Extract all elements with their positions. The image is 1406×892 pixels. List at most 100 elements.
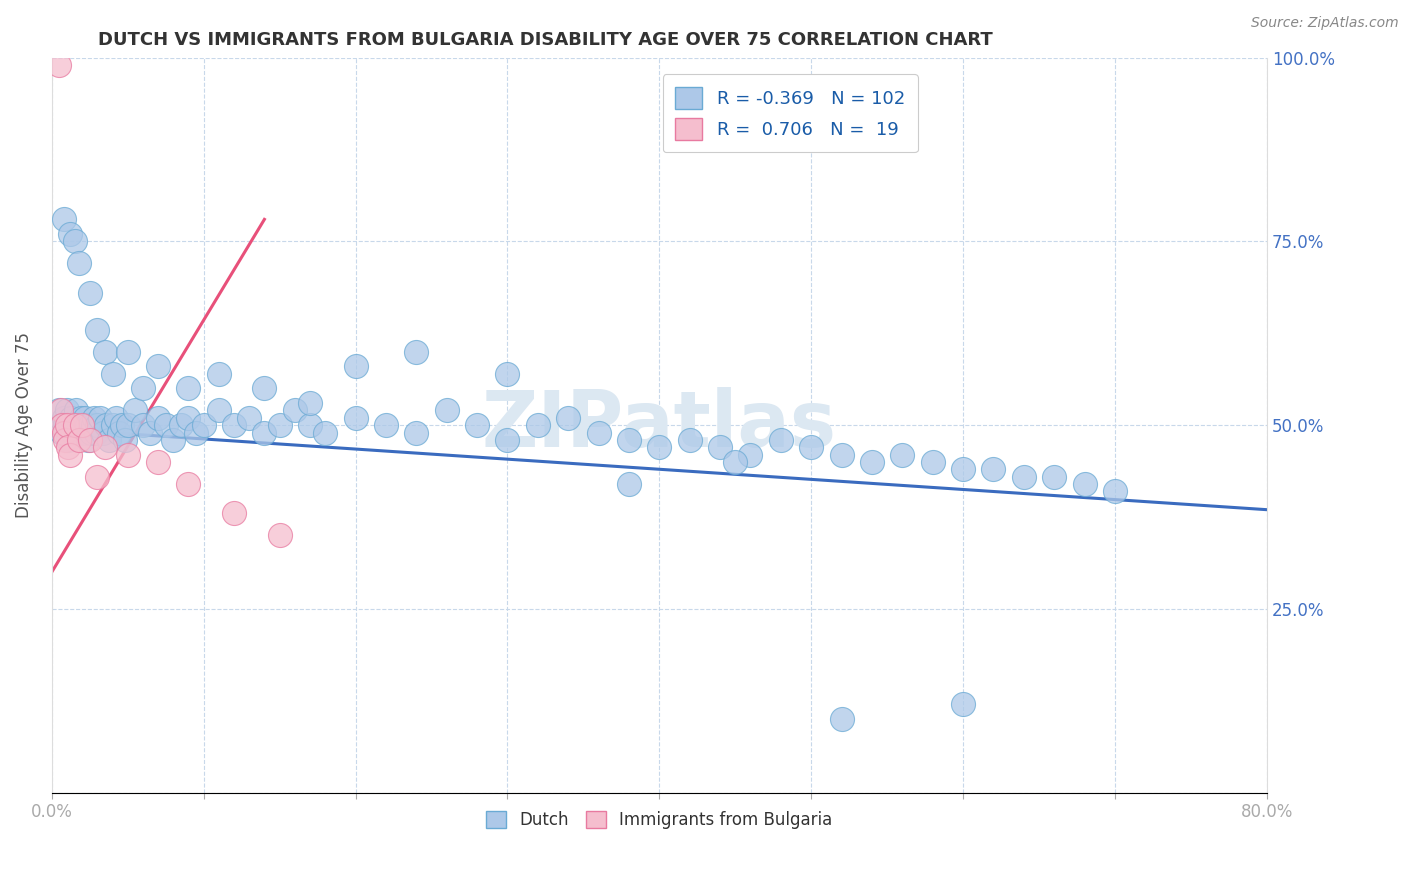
Point [58, 433, 80, 447]
Point [117, 418, 139, 433]
Point [101, 418, 124, 433]
Point [67, 433, 90, 447]
Point [79, 433, 101, 447]
Point [111, 418, 134, 433]
Point [253, 425, 276, 440]
Point [114, 433, 136, 447]
Point [557, 410, 579, 425]
Point [269, 528, 291, 542]
Point [51, 418, 73, 433]
Point [117, 448, 139, 462]
Point [79, 418, 101, 433]
Point [132, 381, 155, 395]
Point [860, 455, 883, 469]
Legend: Dutch, Immigrants from Bulgaria: Dutch, Immigrants from Bulgaria [479, 805, 839, 836]
Point [952, 462, 974, 476]
Point [724, 455, 747, 469]
Point [298, 418, 321, 433]
Text: ZIPatlas: ZIPatlas [482, 387, 837, 463]
Point [63, 418, 86, 433]
Point [222, 418, 245, 433]
Point [132, 418, 155, 433]
Point [67, 256, 90, 270]
Point [104, 410, 127, 425]
Point [1012, 469, 1035, 483]
Point [1073, 477, 1095, 491]
Point [55, 433, 77, 447]
Y-axis label: Disability Age Over 75: Disability Age Over 75 [15, 332, 32, 518]
Point [58, 440, 80, 454]
Point [588, 425, 610, 440]
Point [284, 403, 307, 417]
Point [59, 227, 82, 241]
Point [527, 418, 550, 433]
Point [48, 403, 70, 417]
Point [648, 440, 671, 454]
Point [107, 425, 129, 440]
Point [69, 410, 91, 425]
Point [253, 381, 276, 395]
Point [94, 440, 117, 454]
Point [496, 433, 519, 447]
Point [800, 440, 823, 454]
Point [77, 433, 100, 447]
Point [48, 58, 70, 72]
Point [86, 323, 108, 337]
Point [193, 418, 215, 433]
Point [52, 410, 75, 425]
Point [170, 418, 193, 433]
Point [831, 448, 853, 462]
Point [1104, 484, 1126, 499]
Point [62, 425, 84, 440]
Point [769, 433, 792, 447]
Point [146, 359, 169, 374]
Point [177, 410, 200, 425]
Point [93, 425, 115, 440]
Point [72, 425, 94, 440]
Point [344, 410, 367, 425]
Point [831, 712, 853, 726]
Point [1043, 469, 1066, 483]
Point [679, 433, 702, 447]
Point [67, 418, 90, 433]
Point [983, 462, 1005, 476]
Point [496, 367, 519, 381]
Point [52, 425, 75, 440]
Point [86, 418, 108, 433]
Point [83, 410, 105, 425]
Point [405, 425, 427, 440]
Point [76, 418, 98, 433]
Point [66, 425, 89, 440]
Point [891, 448, 914, 462]
Point [155, 418, 177, 433]
Point [56, 403, 79, 417]
Point [405, 344, 427, 359]
Point [82, 418, 104, 433]
Point [177, 477, 200, 491]
Point [740, 448, 762, 462]
Point [94, 344, 117, 359]
Point [55, 418, 77, 433]
Point [56, 418, 79, 433]
Point [344, 359, 367, 374]
Point [79, 285, 101, 300]
Point [60, 410, 83, 425]
Point [374, 418, 396, 433]
Point [222, 507, 245, 521]
Point [314, 425, 336, 440]
Point [49, 403, 72, 417]
Point [436, 403, 458, 417]
Point [617, 433, 640, 447]
Point [84, 425, 107, 440]
Point [298, 396, 321, 410]
Point [89, 410, 111, 425]
Text: DUTCH VS IMMIGRANTS FROM BULGARIA DISABILITY AGE OVER 75 CORRELATION CHART: DUTCH VS IMMIGRANTS FROM BULGARIA DISABI… [98, 31, 993, 49]
Point [117, 344, 139, 359]
Point [51, 425, 73, 440]
Point [269, 418, 291, 433]
Point [208, 403, 231, 417]
Point [101, 367, 124, 381]
Point [139, 425, 162, 440]
Point [75, 410, 97, 425]
Point [146, 410, 169, 425]
